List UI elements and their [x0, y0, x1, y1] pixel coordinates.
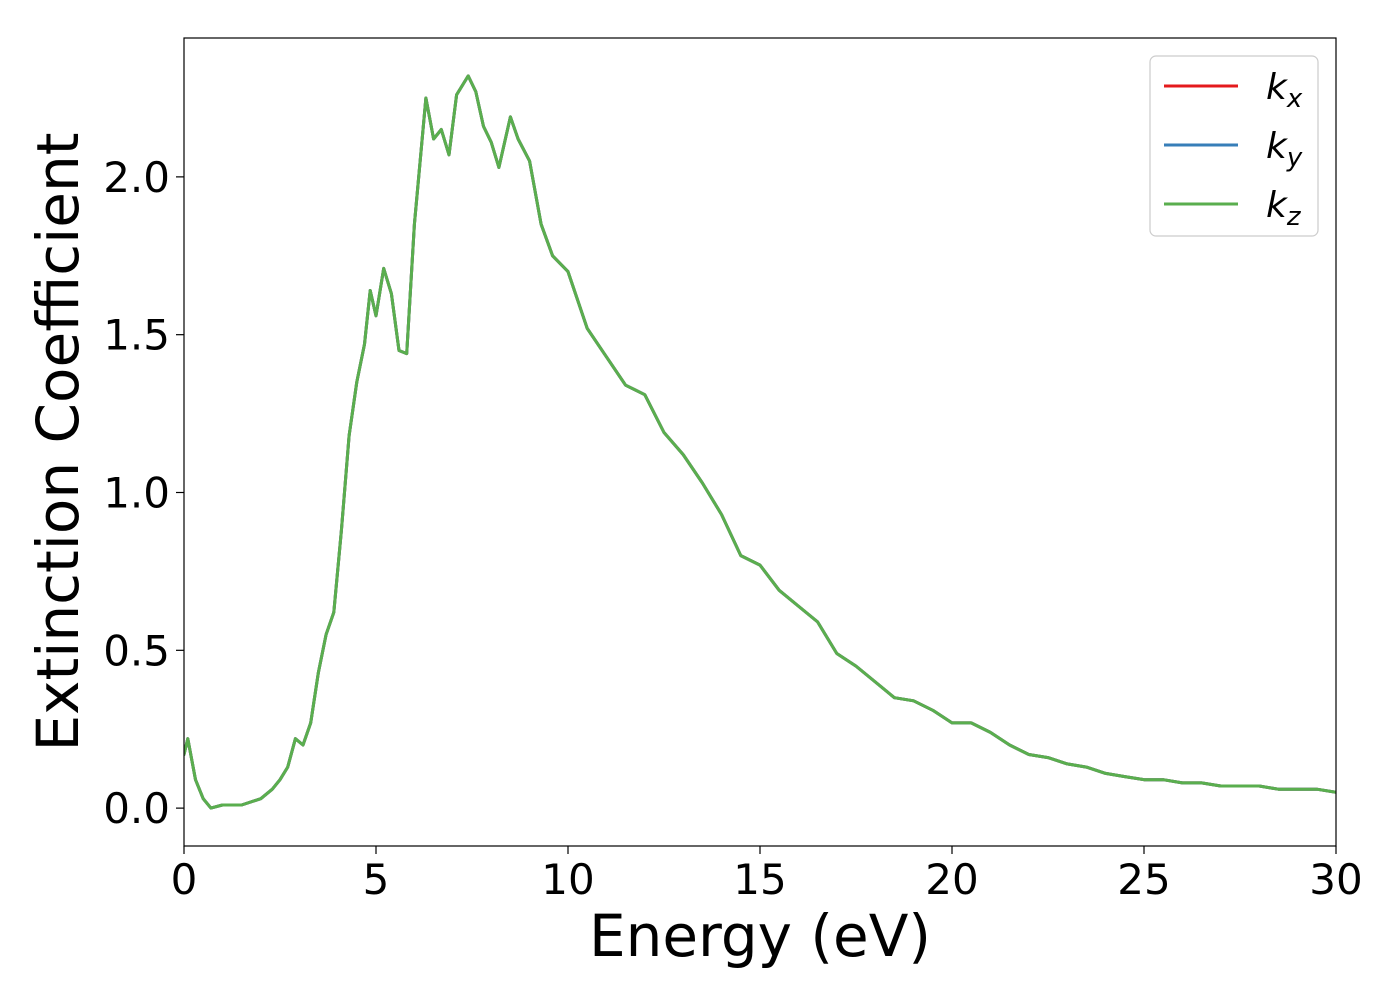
y-tick-label: 1.5: [103, 311, 170, 360]
x-tick-label: 5: [363, 855, 390, 904]
legend-label-base: k: [1266, 126, 1289, 167]
y-tick-label: 1.0: [103, 469, 170, 518]
legend-label-subscript: x: [1286, 84, 1303, 114]
legend-label-ky: ky: [1266, 126, 1303, 173]
legend-label-subscript: z: [1286, 202, 1302, 232]
legend-label-base: k: [1266, 67, 1289, 108]
series-line-kz: [184, 74, 1336, 810]
y-tick-label: 2.0: [103, 153, 170, 202]
x-tick-label: 0: [171, 855, 198, 904]
y-axis-title: Extinction Coefficient: [24, 133, 92, 752]
legend-label-subscript: y: [1286, 143, 1303, 173]
x-axis: 0 5 10 15 20 25 30: [171, 846, 1363, 904]
x-tick-label: 10: [541, 855, 594, 904]
x-axis-title: Energy (eV): [589, 902, 931, 970]
x-tick-label: 25: [1117, 855, 1170, 904]
legend-label-base: k: [1266, 185, 1289, 226]
y-axis: 0.0 0.5 1.0 1.5 2.0: [103, 153, 184, 833]
x-tick-label: 15: [733, 855, 786, 904]
series-layer: [184, 74, 1336, 810]
legend-label-kz: kz: [1266, 185, 1302, 232]
x-tick-label: 20: [925, 855, 978, 904]
legend-label-kx: kx: [1266, 67, 1303, 114]
x-tick-label: 30: [1309, 855, 1362, 904]
y-tick-label: 0.0: [103, 784, 170, 833]
y-tick-label: 0.5: [103, 626, 170, 675]
